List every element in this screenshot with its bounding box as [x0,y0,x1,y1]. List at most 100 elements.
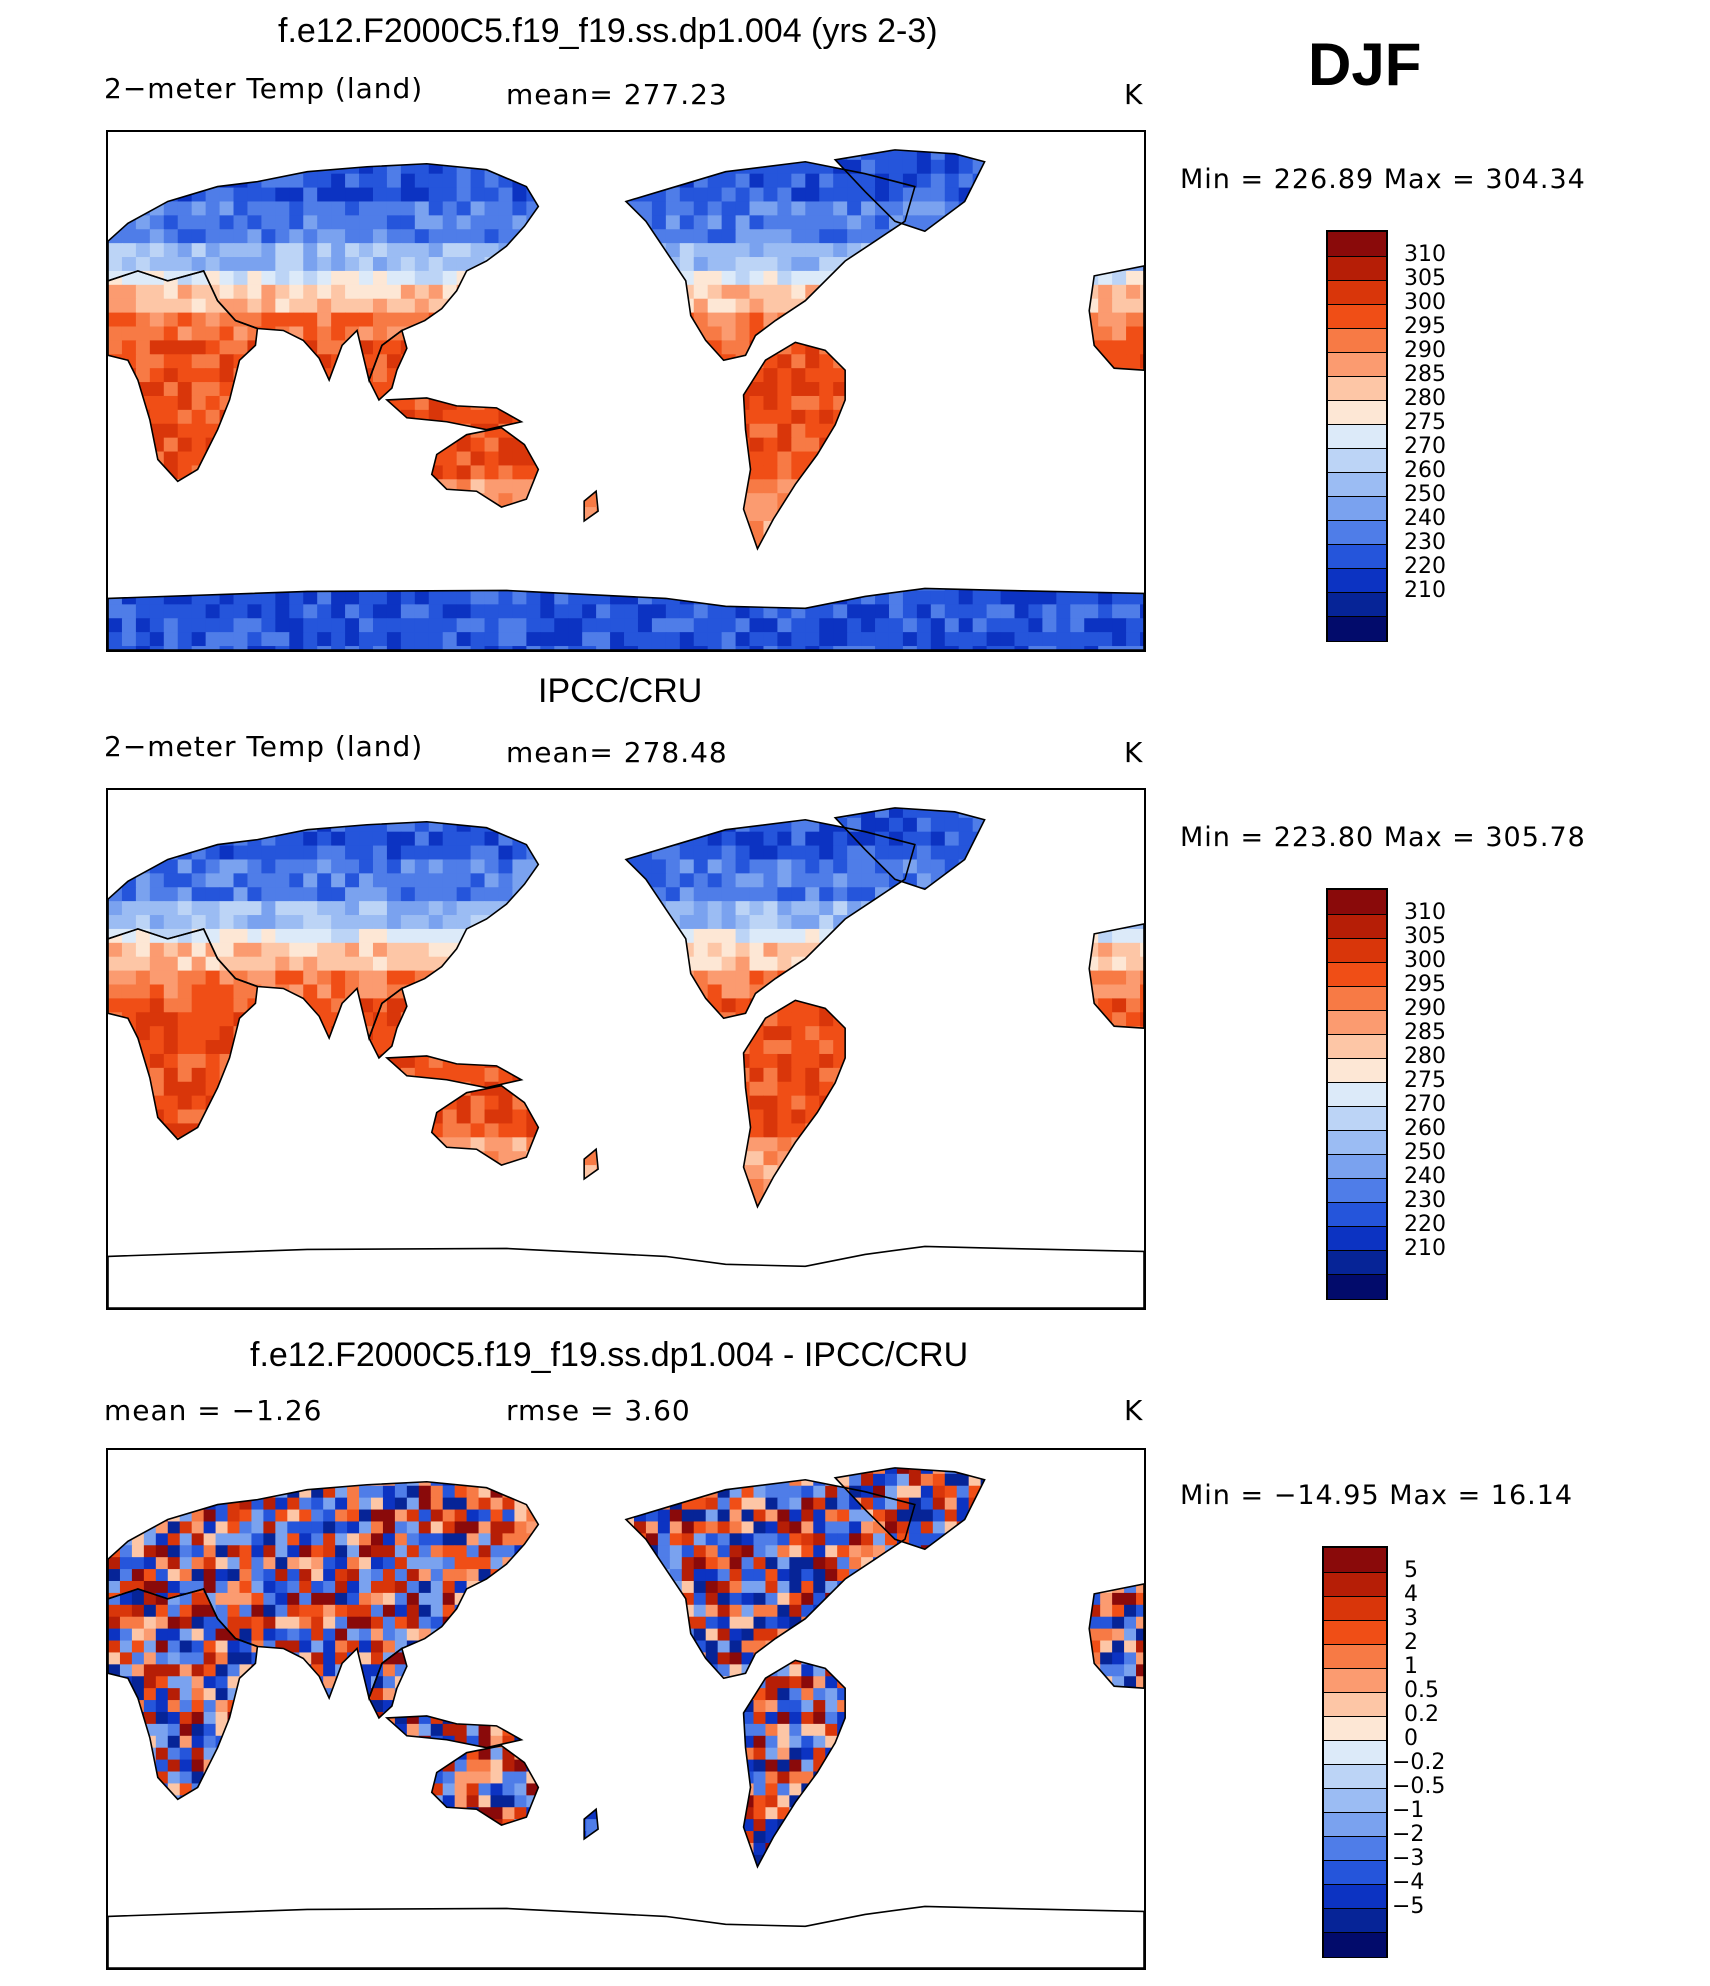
colorbar-tick-label: 280 [1404,1044,1446,1069]
colorbar-swatch [1328,890,1386,915]
season-label: DJF [1308,30,1421,99]
map-frame [106,1448,1146,1970]
colorbar-swatch [1328,544,1386,569]
colorbar-swatch [1324,1596,1386,1621]
colorbar [1326,888,1388,1300]
map-frame [106,130,1146,652]
world-map [108,790,1144,1308]
units-label: K [1124,1394,1143,1427]
panel-title: IPCC/CRU [538,672,702,711]
colorbar-tick-label: 270 [1404,434,1446,459]
colorbar-swatch [1324,1908,1386,1933]
colorbar-swatch [1328,472,1386,497]
colorbar-tick-label: 0.5 [1404,1678,1439,1703]
colorbar-tick-label: −2 [1392,1822,1424,1847]
colorbar-swatch [1328,496,1386,521]
colorbar-tick-label: 3 [1404,1606,1418,1631]
colorbar-tick-label: 295 [1404,972,1446,997]
colorbar-tick-label: 275 [1404,1068,1446,1093]
colorbar-tick-label: −3 [1392,1846,1424,1871]
colorbar-swatch [1328,400,1386,425]
land-eurasia [108,790,1144,1308]
colorbar-tick-label: 280 [1404,386,1446,411]
colorbar-swatch [1324,1836,1386,1861]
colorbar-tick-label: 285 [1404,1020,1446,1045]
colorbar-swatch [1328,962,1386,987]
colorbar-tick-label: −4 [1392,1870,1424,1895]
colorbar-tick-label: 305 [1404,266,1446,291]
colorbar [1322,1546,1388,1958]
world-map [108,132,1144,650]
colorbar-swatch [1328,1106,1386,1131]
colorbar-swatch [1324,1740,1386,1765]
colorbar-tick-label: 230 [1404,530,1446,555]
colorbar-tick-label: 260 [1404,1116,1446,1141]
colorbar-swatch [1328,616,1386,641]
colorbar-tick-label: 230 [1404,1188,1446,1213]
colorbar-tick-label: 220 [1404,554,1446,579]
minmax-label: Min = 226.89 Max = 304.34 [1180,164,1586,195]
colorbar-swatch [1328,304,1386,329]
colorbar-swatch [1328,938,1386,963]
colorbar-swatch [1324,1860,1386,1885]
colorbar-tick-label: 0 [1404,1726,1418,1751]
colorbar-tick-label: 4 [1404,1582,1418,1607]
colorbar-swatch [1328,1082,1386,1107]
panel-title: f.e12.F2000C5.f19_f19.ss.dp1.004 (yrs 2-… [278,12,938,51]
rmse-label: rmse = 3.60 [506,1394,691,1427]
colorbar-tick-label: 2 [1404,1630,1418,1655]
colorbar-swatch [1328,1274,1386,1299]
units-label: K [1124,736,1143,769]
map-frame [106,788,1146,1310]
colorbar-swatch [1328,1226,1386,1251]
minmax-label: Min = −14.95 Max = 16.14 [1180,1480,1573,1511]
variable-label: 2−meter Temp (land) [104,730,423,763]
colorbar-tick-label: 260 [1404,458,1446,483]
colorbar-tick-label: −0.2 [1392,1750,1445,1775]
colorbar-swatch [1324,1572,1386,1597]
colorbar-swatch [1328,256,1386,281]
colorbar-swatch [1328,986,1386,1011]
colorbar-swatch [1324,1620,1386,1645]
colorbar-tick-label: 210 [1404,1236,1446,1261]
colorbar-tick-label: 310 [1404,242,1446,267]
colorbar-tick-label: −0.5 [1392,1774,1445,1799]
colorbar-swatch [1328,592,1386,617]
land-eurasia [108,1450,1144,1968]
colorbar-tick-label: 270 [1404,1092,1446,1117]
colorbar-swatch [1324,1788,1386,1813]
colorbar-swatch [1328,520,1386,545]
colorbar-swatch [1328,424,1386,449]
colorbar-swatch [1328,232,1386,257]
colorbar-swatch [1328,1010,1386,1035]
coastline-antarctica [108,1246,1144,1308]
world-map [108,1450,1144,1968]
colorbar-tick-label: 240 [1404,506,1446,531]
colorbar-tick-label: −5 [1392,1894,1424,1919]
colorbar-swatch [1328,352,1386,377]
panel-title: f.e12.F2000C5.f19_f19.ss.dp1.004 - IPCC/… [250,1336,968,1375]
land-eurasia [108,132,1144,650]
colorbar-swatch [1324,1668,1386,1693]
colorbar-tick-label: 210 [1404,578,1446,603]
mean-label: mean= 277.23 [506,78,728,111]
colorbar-swatch [1328,376,1386,401]
colorbar-swatch [1328,914,1386,939]
colorbar-tick-label: 220 [1404,1212,1446,1237]
colorbar-tick-label: 285 [1404,362,1446,387]
colorbar-tick-label: 0.2 [1404,1702,1439,1727]
colorbar-swatch [1328,328,1386,353]
colorbar-tick-label: 305 [1404,924,1446,949]
colorbar-tick-label: 275 [1404,410,1446,435]
colorbar-tick-label: 5 [1404,1558,1418,1583]
units-label: K [1124,78,1143,111]
colorbar-swatch [1324,1884,1386,1909]
mean-label: mean = −1.26 [104,1394,322,1427]
colorbar-swatch [1328,1178,1386,1203]
colorbar-tick-label: 295 [1404,314,1446,339]
colorbar-tick-label: 300 [1404,948,1446,973]
colorbar-swatch [1324,1716,1386,1741]
colorbar-tick-label: 290 [1404,996,1446,1021]
colorbar-swatch [1324,1932,1386,1957]
colorbar [1326,230,1388,642]
